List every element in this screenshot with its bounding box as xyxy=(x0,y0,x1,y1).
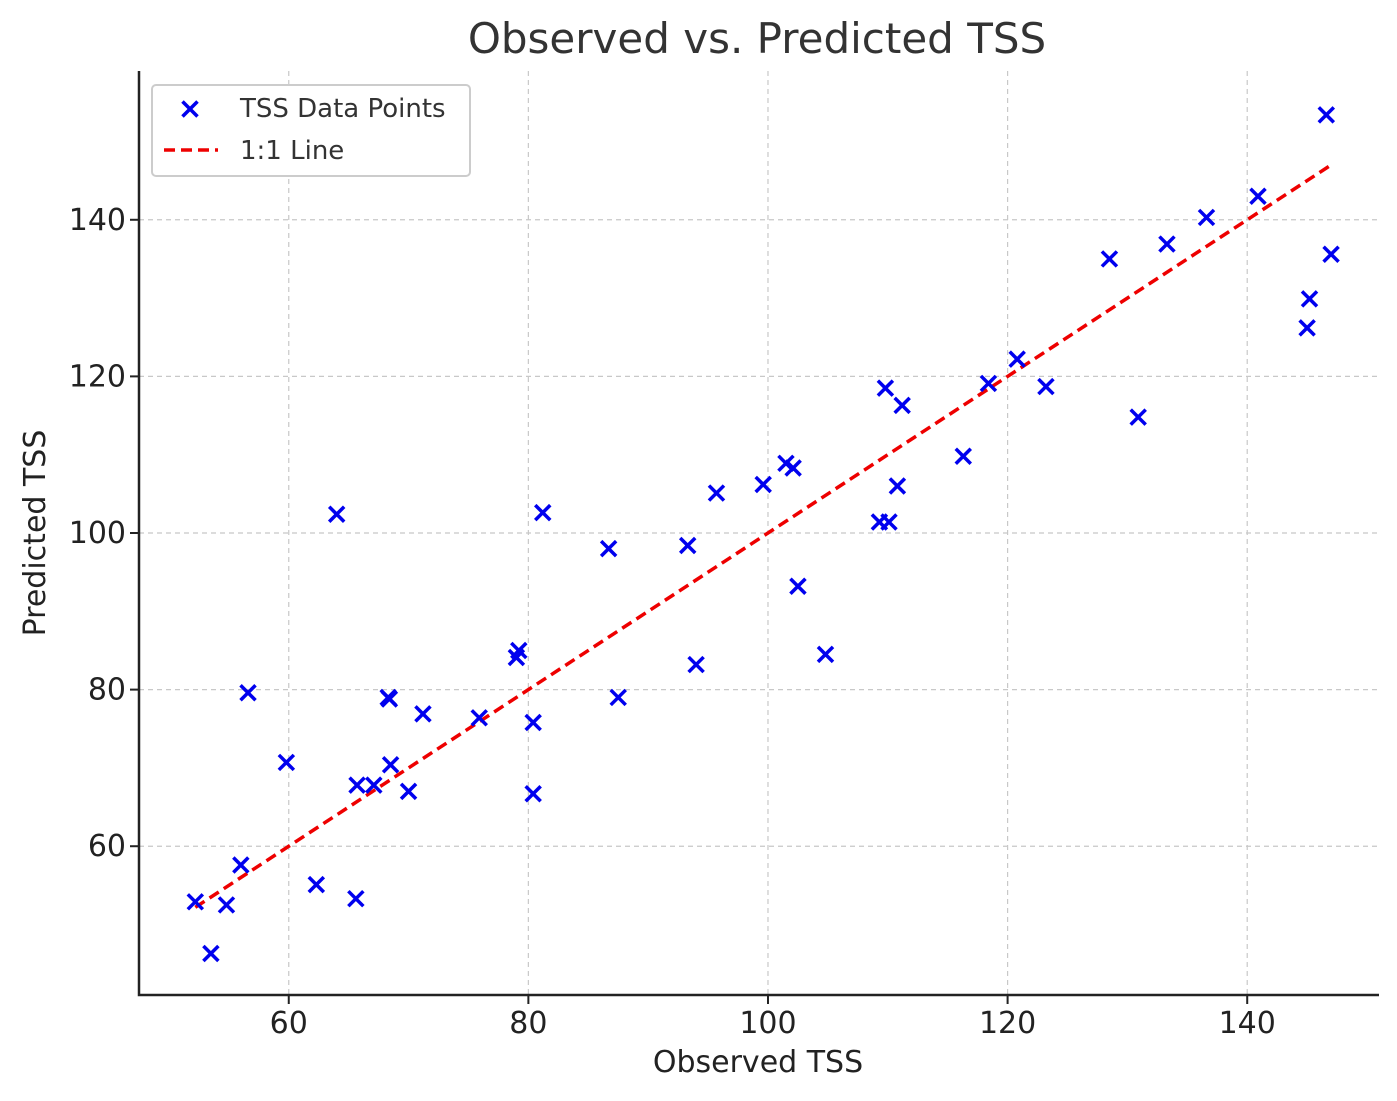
x-tick-label: 100 xyxy=(739,1006,796,1041)
data-point xyxy=(1300,290,1319,308)
data-point xyxy=(888,477,907,495)
x-axis-label: Observed TSS xyxy=(653,1045,863,1080)
data-point xyxy=(365,776,383,794)
y-tick-label: 80 xyxy=(88,673,126,708)
axis-ticks: 60 80 100 120 140 60 80 100 120 140 xyxy=(69,203,1276,1041)
legend-frame xyxy=(151,84,471,177)
data-point xyxy=(239,684,257,702)
data-point xyxy=(232,856,250,874)
data-point xyxy=(1322,245,1340,263)
data-point xyxy=(1037,377,1055,396)
data-point xyxy=(893,396,911,415)
data-point xyxy=(1298,319,1316,337)
data-point xyxy=(414,705,432,723)
data-point xyxy=(609,688,627,707)
data-point xyxy=(876,379,895,397)
y-axis-label: Predicted TSS xyxy=(18,430,53,637)
axes-spines xyxy=(137,71,1379,997)
grid-lines xyxy=(139,71,1379,995)
legend-marker-icon xyxy=(181,100,199,118)
data-point xyxy=(754,475,772,494)
legend: TSS Data Points 1:1 Line xyxy=(151,84,471,177)
y-tick-label: 100 xyxy=(69,516,126,551)
x-tick-label: 120 xyxy=(979,1006,1036,1041)
data-point xyxy=(380,690,399,708)
data-point xyxy=(470,709,488,727)
data-point xyxy=(1158,235,1176,253)
data-point xyxy=(1197,208,1216,227)
data-point xyxy=(1249,187,1267,206)
data-point xyxy=(1129,408,1147,426)
y-tick-label: 140 xyxy=(69,203,126,238)
x-tick-label: 140 xyxy=(1219,1006,1276,1041)
data-point xyxy=(1100,250,1119,268)
data-point xyxy=(707,484,726,502)
data-point xyxy=(381,756,400,774)
data-point xyxy=(784,459,802,477)
data-point xyxy=(186,893,205,911)
x-tick-label: 80 xyxy=(509,1006,547,1041)
chart-title: Observed vs. Predicted TSS xyxy=(468,14,1046,63)
data-point xyxy=(524,785,542,803)
data-point xyxy=(202,944,220,963)
data-point xyxy=(678,536,697,555)
y-tick-label: 120 xyxy=(69,359,126,394)
data-point xyxy=(307,875,326,894)
data-point xyxy=(399,782,418,801)
legend-label-line: 1:1 Line xyxy=(240,136,344,166)
data-point xyxy=(277,753,296,772)
data-point xyxy=(510,641,528,660)
legend-label-points: TSS Data Points xyxy=(239,94,446,124)
data-point xyxy=(524,713,542,732)
data-point xyxy=(1317,106,1336,124)
data-point xyxy=(816,645,835,664)
data-point xyxy=(217,896,236,914)
data-point xyxy=(348,776,366,794)
data-point xyxy=(599,539,618,558)
data-point xyxy=(347,889,365,908)
x-tick-label: 60 xyxy=(270,1006,308,1041)
data-point xyxy=(789,577,807,595)
data-point xyxy=(534,503,552,522)
plot-area xyxy=(186,106,1340,963)
data-point xyxy=(880,513,898,531)
data-point xyxy=(954,447,973,465)
data-point xyxy=(1008,350,1026,368)
legend-x-marker xyxy=(181,100,199,118)
one-to-one-line xyxy=(194,163,1333,909)
data-point xyxy=(327,505,346,523)
data-point xyxy=(687,655,705,674)
data-point xyxy=(979,374,998,393)
y-tick-label: 60 xyxy=(88,829,126,864)
